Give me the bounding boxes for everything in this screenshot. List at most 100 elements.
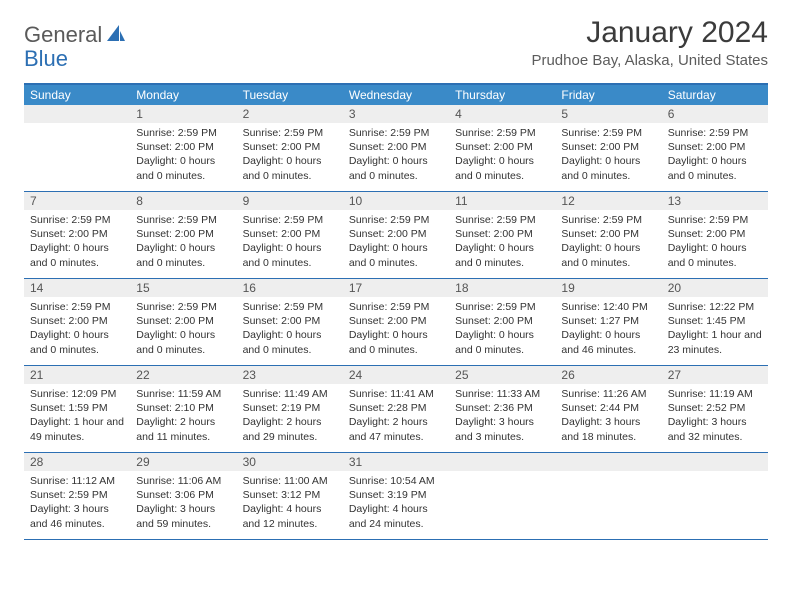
sunset-text: Sunset: 2:00 PM <box>455 140 549 154</box>
calendar-day-cell: 10Sunrise: 2:59 PMSunset: 2:00 PMDayligh… <box>343 192 449 278</box>
day-details: Sunrise: 2:59 PMSunset: 2:00 PMDaylight:… <box>449 210 555 276</box>
calendar-day-cell: 18Sunrise: 2:59 PMSunset: 2:00 PMDayligh… <box>449 279 555 365</box>
sunrise-text: Sunrise: 2:59 PM <box>561 126 655 140</box>
day-details: Sunrise: 11:12 AMSunset: 2:59 PMDaylight… <box>24 471 130 537</box>
logo-sail-icon <box>106 24 126 47</box>
daylight-text: Daylight: 0 hours and 0 minutes. <box>455 241 549 269</box>
day-number: 11 <box>449 192 555 210</box>
daylight-text: Daylight: 0 hours and 0 minutes. <box>561 154 655 182</box>
sunrise-text: Sunrise: 2:59 PM <box>136 300 230 314</box>
weekday-header: Thursday <box>449 85 555 105</box>
calendar-day-cell: 7Sunrise: 2:59 PMSunset: 2:00 PMDaylight… <box>24 192 130 278</box>
day-number: 16 <box>237 279 343 297</box>
calendar-day-cell: 19Sunrise: 12:40 PMSunset: 1:27 PMDaylig… <box>555 279 661 365</box>
calendar-day-cell: 13Sunrise: 2:59 PMSunset: 2:00 PMDayligh… <box>662 192 768 278</box>
calendar-day-cell: 27Sunrise: 11:19 AMSunset: 2:52 PMDaylig… <box>662 366 768 452</box>
day-number: 28 <box>24 453 130 471</box>
sunrise-text: Sunrise: 2:59 PM <box>243 213 337 227</box>
calendar-day-cell: 3Sunrise: 2:59 PMSunset: 2:00 PMDaylight… <box>343 105 449 191</box>
sunset-text: Sunset: 2:00 PM <box>30 227 124 241</box>
daylight-text: Daylight: 0 hours and 46 minutes. <box>561 328 655 356</box>
day-details: Sunrise: 2:59 PMSunset: 2:00 PMDaylight:… <box>449 297 555 363</box>
calendar-day-cell: 16Sunrise: 2:59 PMSunset: 2:00 PMDayligh… <box>237 279 343 365</box>
day-details: Sunrise: 11:33 AMSunset: 2:36 PMDaylight… <box>449 384 555 450</box>
day-number: 24 <box>343 366 449 384</box>
day-number: 15 <box>130 279 236 297</box>
daylight-text: Daylight: 1 hour and 49 minutes. <box>30 415 124 443</box>
day-number <box>555 453 661 471</box>
calendar-day-cell: 17Sunrise: 2:59 PMSunset: 2:00 PMDayligh… <box>343 279 449 365</box>
day-details: Sunrise: 2:59 PMSunset: 2:00 PMDaylight:… <box>237 210 343 276</box>
sunset-text: Sunset: 2:36 PM <box>455 401 549 415</box>
day-number: 10 <box>343 192 449 210</box>
sunset-text: Sunset: 2:00 PM <box>136 314 230 328</box>
daylight-text: Daylight: 0 hours and 0 minutes. <box>243 241 337 269</box>
calendar-day-cell: 28Sunrise: 11:12 AMSunset: 2:59 PMDaylig… <box>24 453 130 539</box>
title-block: January 2024 Prudhoe Bay, Alaska, United… <box>531 16 768 69</box>
calendar-day-cell: 24Sunrise: 11:41 AMSunset: 2:28 PMDaylig… <box>343 366 449 452</box>
day-details: Sunrise: 2:59 PMSunset: 2:00 PMDaylight:… <box>449 123 555 189</box>
calendar-day-cell: 31Sunrise: 10:54 AMSunset: 3:19 PMDaylig… <box>343 453 449 539</box>
sunrise-text: Sunrise: 2:59 PM <box>136 213 230 227</box>
calendar-day-cell <box>662 453 768 539</box>
daylight-text: Daylight: 3 hours and 18 minutes. <box>561 415 655 443</box>
day-details: Sunrise: 2:59 PMSunset: 2:00 PMDaylight:… <box>343 297 449 363</box>
weekday-header-row: Sunday Monday Tuesday Wednesday Thursday… <box>24 85 768 105</box>
day-number: 1 <box>130 105 236 123</box>
day-details: Sunrise: 2:59 PMSunset: 2:00 PMDaylight:… <box>24 297 130 363</box>
sunrise-text: Sunrise: 2:59 PM <box>349 126 443 140</box>
sunset-text: Sunset: 2:00 PM <box>561 140 655 154</box>
daylight-text: Daylight: 2 hours and 47 minutes. <box>349 415 443 443</box>
sunset-text: Sunset: 2:00 PM <box>561 227 655 241</box>
sunset-text: Sunset: 2:28 PM <box>349 401 443 415</box>
day-number: 6 <box>662 105 768 123</box>
logo-text-blue: Blue <box>24 46 68 72</box>
sunset-text: Sunset: 2:00 PM <box>136 140 230 154</box>
day-details: Sunrise: 11:41 AMSunset: 2:28 PMDaylight… <box>343 384 449 450</box>
calendar-day-cell <box>24 105 130 191</box>
day-details: Sunrise: 2:59 PMSunset: 2:00 PMDaylight:… <box>237 297 343 363</box>
day-number: 3 <box>343 105 449 123</box>
daylight-text: Daylight: 4 hours and 12 minutes. <box>243 502 337 530</box>
day-number: 12 <box>555 192 661 210</box>
daylight-text: Daylight: 0 hours and 0 minutes. <box>30 241 124 269</box>
daylight-text: Daylight: 4 hours and 24 minutes. <box>349 502 443 530</box>
sunrise-text: Sunrise: 2:59 PM <box>30 213 124 227</box>
sunset-text: Sunset: 3:06 PM <box>136 488 230 502</box>
calendar-day-cell: 6Sunrise: 2:59 PMSunset: 2:00 PMDaylight… <box>662 105 768 191</box>
month-title: January 2024 <box>531 16 768 50</box>
sunrise-text: Sunrise: 2:59 PM <box>136 126 230 140</box>
calendar-day-cell: 23Sunrise: 11:49 AMSunset: 2:19 PMDaylig… <box>237 366 343 452</box>
sunset-text: Sunset: 1:27 PM <box>561 314 655 328</box>
day-number: 4 <box>449 105 555 123</box>
sunrise-text: Sunrise: 11:49 AM <box>243 387 337 401</box>
day-details: Sunrise: 2:59 PMSunset: 2:00 PMDaylight:… <box>555 210 661 276</box>
calendar-day-cell: 2Sunrise: 2:59 PMSunset: 2:00 PMDaylight… <box>237 105 343 191</box>
sunrise-text: Sunrise: 2:59 PM <box>455 126 549 140</box>
sunrise-text: Sunrise: 11:41 AM <box>349 387 443 401</box>
calendar-day-cell: 20Sunrise: 12:22 PMSunset: 1:45 PMDaylig… <box>662 279 768 365</box>
sunrise-text: Sunrise: 2:59 PM <box>30 300 124 314</box>
day-number: 13 <box>662 192 768 210</box>
day-details: Sunrise: 11:00 AMSunset: 3:12 PMDaylight… <box>237 471 343 537</box>
sunset-text: Sunset: 2:00 PM <box>668 227 762 241</box>
sunset-text: Sunset: 1:45 PM <box>668 314 762 328</box>
day-number: 14 <box>24 279 130 297</box>
sunset-text: Sunset: 2:00 PM <box>243 227 337 241</box>
day-number: 19 <box>555 279 661 297</box>
calendar-day-cell: 15Sunrise: 2:59 PMSunset: 2:00 PMDayligh… <box>130 279 236 365</box>
daylight-text: Daylight: 0 hours and 0 minutes. <box>455 154 549 182</box>
day-details: Sunrise: 2:59 PMSunset: 2:00 PMDaylight:… <box>130 297 236 363</box>
sunset-text: Sunset: 2:00 PM <box>136 227 230 241</box>
day-number: 2 <box>237 105 343 123</box>
day-details: Sunrise: 2:59 PMSunset: 2:00 PMDaylight:… <box>24 210 130 276</box>
day-details: Sunrise: 2:59 PMSunset: 2:00 PMDaylight:… <box>130 123 236 189</box>
page-header: General January 2024 Prudhoe Bay, Alaska… <box>0 0 792 73</box>
calendar-day-cell: 12Sunrise: 2:59 PMSunset: 2:00 PMDayligh… <box>555 192 661 278</box>
sunrise-text: Sunrise: 11:12 AM <box>30 474 124 488</box>
calendar-day-cell: 26Sunrise: 11:26 AMSunset: 2:44 PMDaylig… <box>555 366 661 452</box>
sunrise-text: Sunrise: 2:59 PM <box>349 213 443 227</box>
location-subtitle: Prudhoe Bay, Alaska, United States <box>531 52 768 69</box>
sunrise-text: Sunrise: 2:59 PM <box>455 300 549 314</box>
calendar-day-cell: 30Sunrise: 11:00 AMSunset: 3:12 PMDaylig… <box>237 453 343 539</box>
